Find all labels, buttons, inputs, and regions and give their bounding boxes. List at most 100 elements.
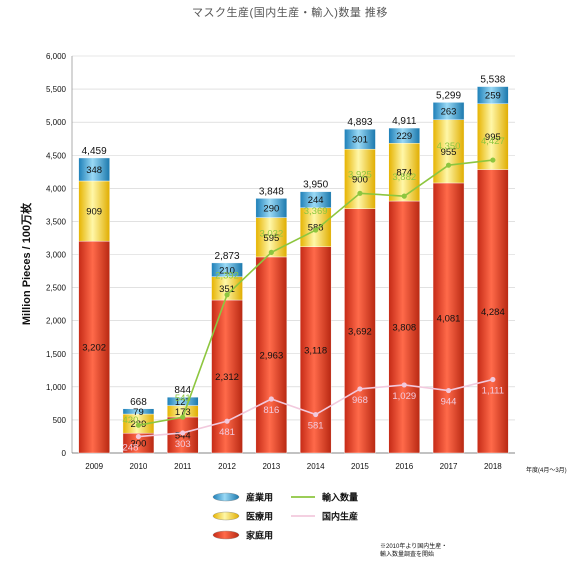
line-point xyxy=(490,157,496,163)
line-point xyxy=(224,292,230,298)
segment-label: 900 xyxy=(352,174,368,185)
segment-label: 229 xyxy=(396,131,412,142)
line-point-label: 3,882 xyxy=(392,172,416,183)
line-point xyxy=(357,190,363,196)
total-label: 4,893 xyxy=(347,117,372,128)
total-label: 5,538 xyxy=(480,75,505,86)
line-point-label: 481 xyxy=(219,427,235,438)
segment-label: 244 xyxy=(308,195,324,206)
segment-label: 874 xyxy=(396,168,412,179)
legend-label: 家庭用 xyxy=(246,530,273,541)
legend-swatch xyxy=(212,530,240,540)
bar-segment xyxy=(388,127,420,144)
segment-label: 173 xyxy=(175,407,191,418)
segment-label: 259 xyxy=(485,91,501,102)
segment-label: 544 xyxy=(175,431,191,442)
legend-swatch xyxy=(212,511,240,521)
line-point xyxy=(313,227,319,233)
line-point xyxy=(268,249,274,255)
line-point xyxy=(313,411,319,418)
line-point xyxy=(401,193,407,199)
line-point-label: 303 xyxy=(175,439,191,450)
line-point-label: 248 xyxy=(123,443,139,454)
x-tick-label: 2012 xyxy=(218,462,236,471)
bar-segment xyxy=(255,198,288,218)
bar-segment xyxy=(477,86,509,104)
y-tick-label: 1,500 xyxy=(46,350,67,359)
x-tick-label: 2015 xyxy=(351,462,369,471)
line-point xyxy=(357,386,363,392)
x-tick-label: 2014 xyxy=(307,462,325,471)
bar-segment xyxy=(78,240,110,454)
total-label: 668 xyxy=(130,397,147,408)
total-label: 3,848 xyxy=(259,186,284,197)
bar-segment xyxy=(78,180,110,242)
segment-label: 300 xyxy=(131,439,147,450)
total-label: 5,299 xyxy=(436,90,461,101)
bar-segment xyxy=(388,143,420,202)
line-point-label: 581 xyxy=(308,421,324,432)
line-point-label: 541 xyxy=(175,393,191,404)
y-tick-label: 5,500 xyxy=(46,85,67,94)
segment-label: 995 xyxy=(485,132,501,143)
y-tick-label: 500 xyxy=(53,416,67,425)
segment-label: 3,202 xyxy=(82,343,106,354)
total-label: 3,950 xyxy=(303,180,328,191)
y-tick-label: 4,000 xyxy=(46,184,67,193)
segment-label: 263 xyxy=(441,107,457,118)
legend-swatch xyxy=(212,492,240,502)
line-point-label: 420 xyxy=(123,415,139,426)
line-point-label: 3,369 xyxy=(304,206,328,217)
bar-segment xyxy=(344,208,376,454)
bar-segment xyxy=(299,191,332,208)
segment-label: 79 xyxy=(133,407,144,418)
x-tick-label: 2016 xyxy=(395,462,413,471)
line-point xyxy=(401,382,407,388)
line-point xyxy=(224,418,230,424)
bar-segment xyxy=(167,396,199,406)
bar-segment xyxy=(78,157,110,182)
x-axis-unit: 年度(4月〜3月) xyxy=(526,468,567,474)
bar-segment xyxy=(299,246,332,454)
line-point xyxy=(180,414,186,420)
segment-label: 2,963 xyxy=(259,350,283,361)
segment-label: 4,284 xyxy=(481,307,505,318)
line-point-label: 968 xyxy=(352,395,368,406)
bar-segment xyxy=(299,207,332,247)
footnote-line-2: 輸入数量調査を開始 xyxy=(380,552,435,558)
y-tick-label: 4,500 xyxy=(46,151,67,160)
line-point xyxy=(268,396,274,402)
footnote: ※2010年より国内生産・ 輸入数量調査を開始 xyxy=(380,543,560,559)
segment-label: 127 xyxy=(175,397,191,408)
chart-title: マスク生産(国内生産・輸入)数量 推移 xyxy=(192,7,388,19)
segment-label: 595 xyxy=(263,233,279,244)
y-tick-label: 6,000 xyxy=(46,52,67,61)
y-tick-label: 5,000 xyxy=(46,118,67,127)
bar-segment xyxy=(122,408,155,415)
line-point-label: 944 xyxy=(441,397,457,408)
y-tick-label: 2,000 xyxy=(46,317,67,326)
y-tick-label: 1,000 xyxy=(46,383,67,392)
footnote-line-1: ※2010年より国内生産・ xyxy=(380,544,448,550)
total-label: 2,873 xyxy=(215,251,240,262)
segment-label: 3,808 xyxy=(392,323,416,334)
x-tick-label: 2017 xyxy=(440,462,458,471)
line-point xyxy=(135,422,142,428)
line-point-label: 2,392 xyxy=(215,271,239,282)
segment-label: 290 xyxy=(263,203,279,214)
line-point xyxy=(445,387,452,394)
y-tick-label: 3,500 xyxy=(46,217,67,226)
bar-segment xyxy=(344,148,376,209)
total-label: 4,459 xyxy=(82,146,107,157)
bar-segment xyxy=(211,262,243,277)
segment-label: 955 xyxy=(441,147,457,158)
segment-label: 2,312 xyxy=(215,372,239,383)
x-tick-label: 2018 xyxy=(484,462,502,471)
legend-label: 輸入数量 xyxy=(322,492,358,503)
x-tick-label: 2013 xyxy=(262,462,280,471)
y-tick-label: 3,000 xyxy=(46,251,67,260)
segment-label: 4,081 xyxy=(437,313,461,324)
segment-label: 909 xyxy=(86,207,102,218)
